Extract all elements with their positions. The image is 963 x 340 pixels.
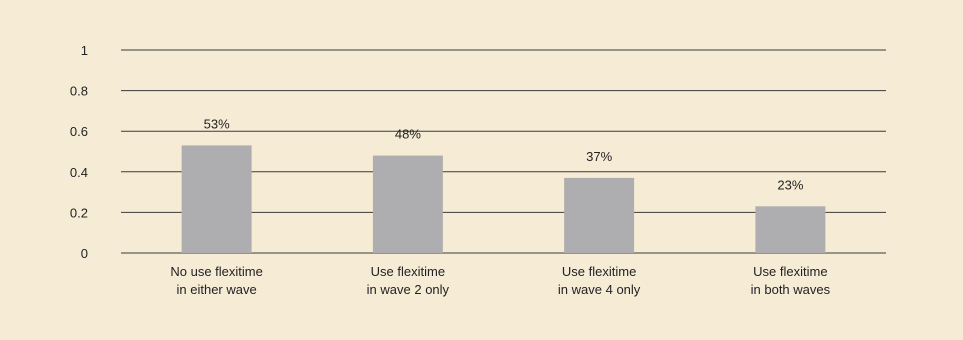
data-label: 37%: [586, 149, 612, 164]
x-category-label-line: Use flexitime: [753, 264, 827, 279]
y-tick-label: 0.2: [70, 205, 88, 220]
y-tick-label: 0: [81, 246, 88, 261]
x-category-label: Use flexitime in wave 2 only: [367, 264, 450, 297]
x-category-label: Use flexitime in both waves: [751, 264, 831, 297]
x-category-label-line: in wave 4 only: [558, 282, 641, 297]
bar: [181, 145, 252, 253]
x-category-label-line: No use flexitime: [170, 264, 262, 279]
x-category-label: No use flexitime in either wave: [170, 264, 262, 297]
x-axis-category-labels: No use flexitime in either wave Use flexit…: [170, 264, 830, 297]
y-axis-tick-labels: 0 0.2 0.4 0.6 0.8 1: [70, 43, 88, 261]
x-category-label-line: Use flexitime: [562, 264, 636, 279]
data-label: 48%: [395, 127, 421, 142]
bar: [372, 155, 443, 253]
y-tick-label: 0.8: [70, 84, 88, 99]
y-tick-label: 1: [81, 43, 88, 58]
x-category-label: Use flexitime in wave 4 only: [558, 264, 641, 297]
data-label: 23%: [777, 177, 803, 192]
x-category-label-line: in either wave: [177, 282, 257, 297]
x-category-label-line: in both waves: [751, 282, 831, 297]
y-tick-label: 0.6: [70, 124, 88, 139]
data-labels: 53% 48% 37% 23%: [204, 116, 804, 192]
bars: [181, 145, 826, 253]
x-category-label-line: in wave 2 only: [367, 282, 450, 297]
x-category-label-line: Use flexitime: [371, 264, 445, 279]
data-label: 53%: [204, 116, 230, 131]
y-tick-label: 0.4: [70, 165, 88, 180]
bar: [755, 206, 826, 253]
bar: [564, 177, 635, 253]
